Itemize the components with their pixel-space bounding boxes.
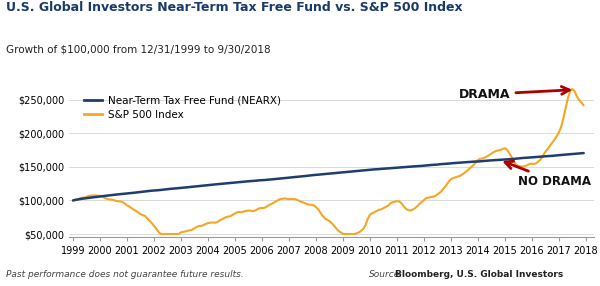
Text: Past performance does not guarantee future results.: Past performance does not guarantee futu… [6, 270, 244, 279]
Text: Source:: Source: [369, 270, 403, 279]
Text: NO DRAMA: NO DRAMA [505, 161, 592, 188]
Text: U.S. Global Investors Near-Term Tax Free Fund vs. S&P 500 Index: U.S. Global Investors Near-Term Tax Free… [6, 1, 463, 14]
Text: Bloomberg, U.S. Global Investors: Bloomberg, U.S. Global Investors [395, 270, 563, 279]
Text: Growth of $100,000 from 12/31/1999 to 9/30/2018: Growth of $100,000 from 12/31/1999 to 9/… [6, 44, 271, 54]
Text: DRAMA: DRAMA [459, 86, 569, 101]
Legend: Near-Term Tax Free Fund (NEARX), S&P 500 Index: Near-Term Tax Free Fund (NEARX), S&P 500… [79, 91, 285, 124]
